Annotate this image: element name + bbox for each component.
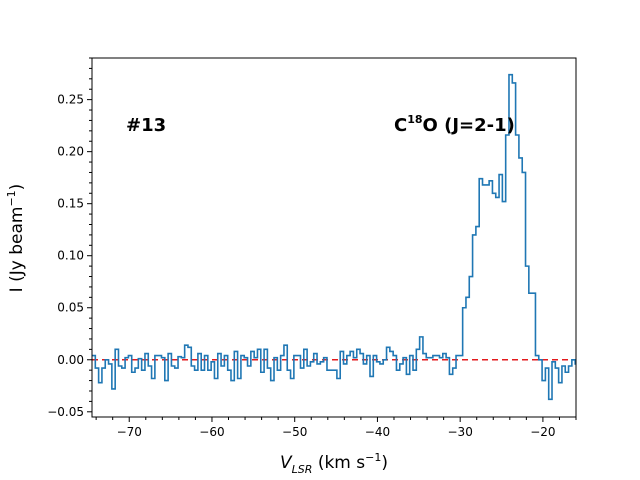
x-axis-label-unit: (km s <box>312 453 365 473</box>
molecule-label: C18O (J=2-1) <box>394 113 515 136</box>
y-tick-label: 0.15 <box>57 197 84 211</box>
molecule-suffix: O (J=2-1) <box>423 115 515 136</box>
x-axis-label-sub: LSR <box>292 463 313 476</box>
y-tick-label: 0.20 <box>57 145 84 159</box>
source-id-label: #13 <box>126 115 166 136</box>
axes-frame <box>91 57 577 418</box>
spectrum-step-line <box>92 73 576 401</box>
y-tick-label: 0.00 <box>57 353 84 367</box>
axis-ticks: −70 −60 −50 −40 −30 −20 −0.05 0.00 0.05 0.10 0.15 0… <box>47 57 577 439</box>
x-tick-label: −20 <box>530 425 555 439</box>
x-axis-label-sup: −1 <box>365 451 381 464</box>
y-axis-label-main: I (Jy beam <box>7 207 27 293</box>
x-axis-label-main: V <box>280 453 293 473</box>
y-tick-label: 0.10 <box>57 249 84 263</box>
x-tick-label: −70 <box>117 425 142 439</box>
x-axis-label-close: ) <box>381 453 388 473</box>
x-axis-label: VLSR (km s−1) <box>280 451 388 476</box>
y-tick-label: 0.05 <box>57 301 84 315</box>
y-tick-label: −0.05 <box>47 405 84 419</box>
molecule-isotope-sup: 18 <box>407 113 422 126</box>
x-tick-label: −50 <box>282 425 307 439</box>
y-axis-label-sup: −1 <box>5 190 18 206</box>
y-tick-label: 0.25 <box>57 93 84 107</box>
y-axis-label: I (Jy beam−1) <box>5 184 27 293</box>
x-tick-label: −30 <box>448 425 473 439</box>
x-tick-label: −40 <box>365 425 390 439</box>
plot-area <box>92 73 576 401</box>
x-tick-label: −60 <box>199 425 224 439</box>
molecule-prefix: C <box>394 115 407 136</box>
y-axis-label-close: ) <box>7 184 27 191</box>
